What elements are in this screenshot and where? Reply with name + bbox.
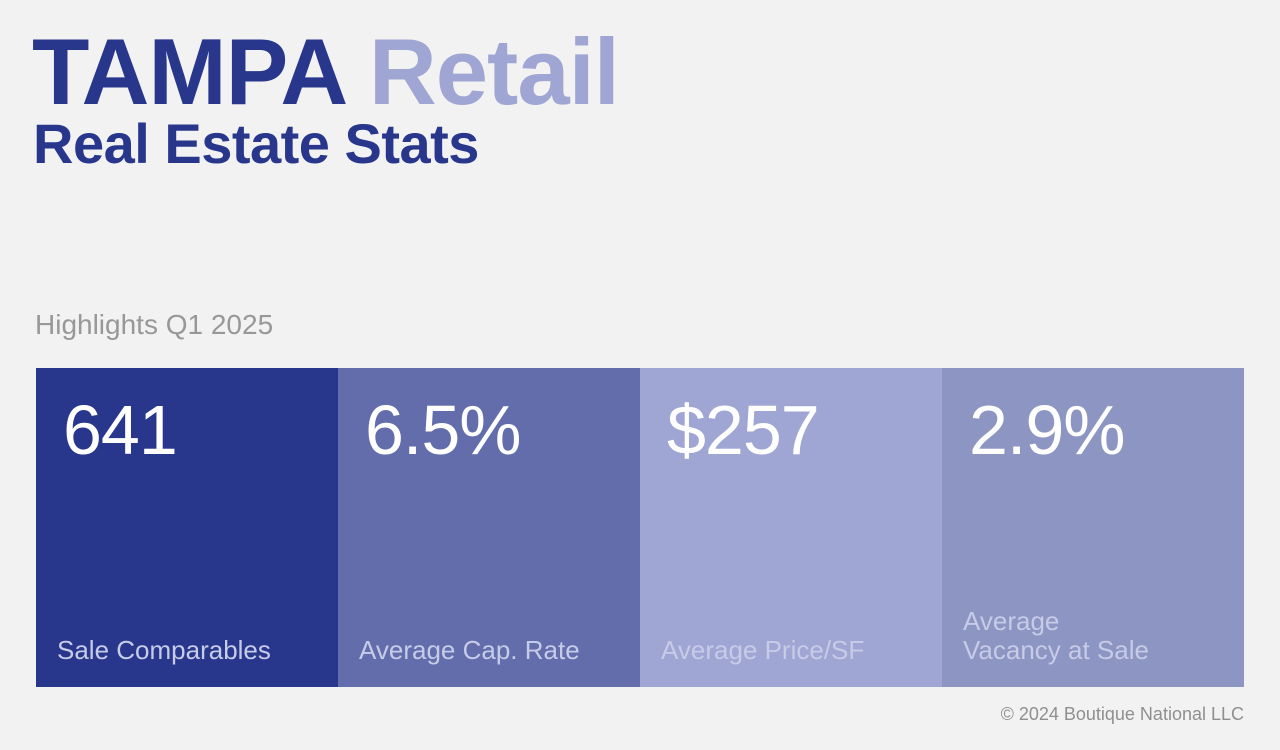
stat-value: 2.9%	[969, 391, 1126, 469]
title-city: TAMPA	[32, 19, 345, 124]
title-sector: Retail	[368, 19, 620, 124]
stat-card-average-price-per-sf: $257 Average Price/SF	[640, 368, 942, 687]
stat-card-sale-comparables: 641 Sale Comparables	[36, 368, 338, 687]
page-subtitle: Real Estate Stats	[33, 112, 479, 175]
stat-label: Average Price/SF	[661, 635, 865, 665]
copyright-notice: © 2024 Boutique National LLC	[1000, 704, 1244, 724]
stat-card-average-cap-rate: 6.5% Average Cap. Rate	[338, 368, 640, 687]
page-title: TAMPA Retail	[32, 19, 620, 124]
stat-card-average-vacancy-at-sale: 2.9% Average Vacancy at Sale	[942, 368, 1244, 687]
stat-value: 6.5%	[365, 391, 522, 469]
stats-row: 641 Sale Comparables 6.5% Average Cap. R…	[36, 368, 1244, 687]
stat-value: 641	[63, 391, 178, 469]
highlights-label: Highlights Q1 2025	[35, 309, 274, 340]
stat-value: $257	[667, 391, 820, 469]
stat-label: Sale Comparables	[57, 635, 271, 665]
stat-label: Average Vacancy at Sale	[963, 606, 1149, 665]
stat-label: Average Cap. Rate	[359, 635, 580, 665]
